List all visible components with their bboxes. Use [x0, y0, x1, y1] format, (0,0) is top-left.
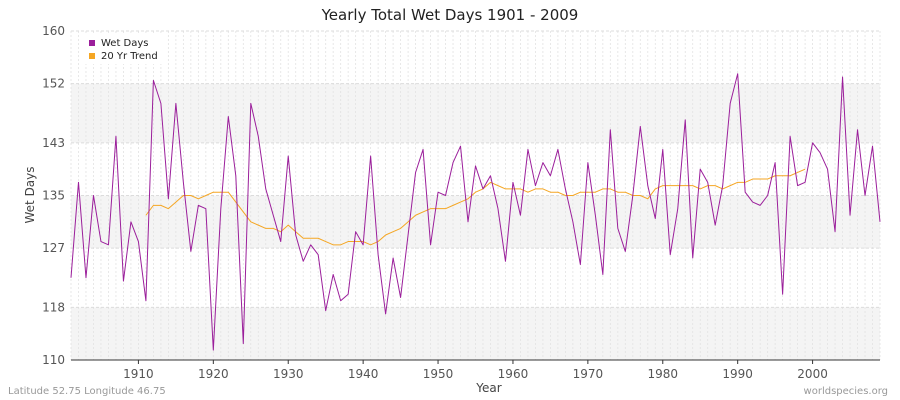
- y-tick-label: 143: [42, 136, 65, 150]
- y-tick-label: 160: [42, 24, 65, 38]
- grid-band: [71, 248, 880, 308]
- x-tick-label: 1910: [123, 367, 154, 381]
- footer-location: Latitude 52.75 Longitude 46.75: [8, 386, 166, 397]
- y-tick-label: 127: [42, 241, 65, 255]
- x-tick-label: 1980: [647, 367, 678, 381]
- series-line-wet-days: [70, 73, 881, 351]
- x-tick-label: 1950: [423, 367, 454, 381]
- y-axis-ticks: 110 118 127 135 143 152 160: [42, 24, 65, 367]
- legend-box: [82, 35, 166, 64]
- x-axis-label: Year: [475, 381, 501, 395]
- y-tick-label: 135: [42, 189, 65, 203]
- chart-title: Yearly Total Wet Days 1901 - 2009: [321, 6, 579, 24]
- y-tick-label: 152: [42, 77, 65, 91]
- legend-label-trend: 20 Yr Trend: [101, 51, 158, 62]
- y-axis-label: Wet Days: [23, 166, 37, 223]
- x-tick-label: 1940: [348, 367, 379, 381]
- y-tick-label: 118: [42, 300, 65, 314]
- legend-swatch-trend: [89, 53, 95, 59]
- x-tick-label: 1960: [498, 367, 529, 381]
- x-tick-label: 1990: [722, 367, 753, 381]
- legend-swatch-wet-days: [89, 40, 95, 46]
- x-tick-label: 1970: [573, 367, 604, 381]
- legend-label-wet-days: Wet Days: [101, 38, 149, 49]
- x-tick-label: 1930: [273, 367, 304, 381]
- x-axis-ticks: 1910 1920 1930 1940 1950 1960 1970 1980 1990 2000: [123, 360, 828, 381]
- x-tick-label: 1920: [198, 367, 229, 381]
- footer-site: worldspecies.org: [803, 386, 888, 397]
- series-line-trend: [145, 168, 806, 246]
- series-group: [70, 73, 881, 351]
- y-tick-label: 110: [42, 353, 65, 367]
- legend: Wet Days 20 Yr Trend: [82, 35, 166, 64]
- x-tick-label: 2000: [797, 367, 828, 381]
